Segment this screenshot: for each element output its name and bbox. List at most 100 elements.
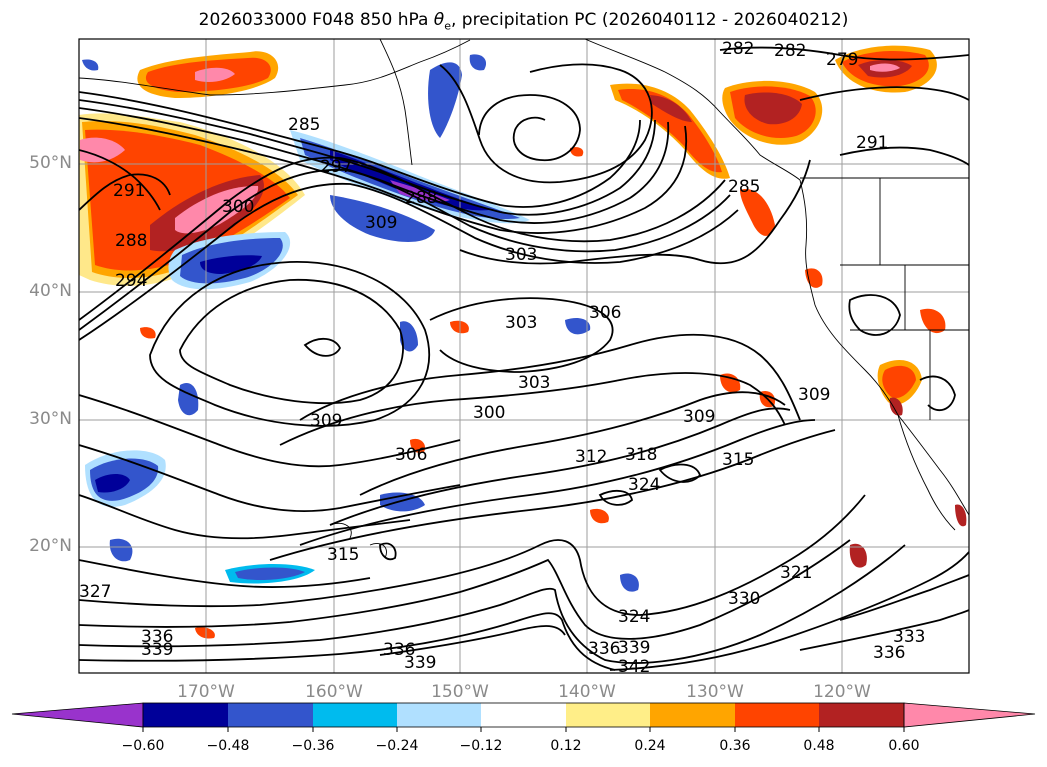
contour-line [279, 372, 786, 446]
contour-line [79, 544, 906, 664]
lat-label-40n: 40°N [29, 281, 72, 301]
colorbar-segment [228, 703, 313, 727]
contour-label: 321 [780, 563, 812, 583]
contour-line [429, 297, 614, 373]
precip-positive-area [955, 504, 967, 527]
contour-line [79, 559, 371, 588]
plot-area: 282 282 279 285 291 291 297 288 300 309 … [79, 39, 969, 677]
border-us-states [840, 178, 969, 420]
precip-positive-area [175, 185, 259, 234]
contour-label: 309 [310, 411, 342, 431]
colorbar-tick-label: 0.24 [634, 738, 666, 754]
precip-negative-area [620, 573, 639, 592]
contour-line [79, 444, 461, 512]
contour-line [79, 168, 731, 331]
precip-positive-area [744, 92, 802, 125]
contour-label: 303 [505, 313, 537, 333]
contour-line [919, 375, 956, 412]
contour-label: 288 [115, 231, 147, 251]
precip-positive-area [140, 327, 156, 339]
contour-label: 315 [722, 450, 754, 470]
contour-label: 303 [505, 245, 537, 265]
precip-positive-area [570, 147, 584, 157]
contour-line [299, 419, 816, 546]
lon-label-140w: 140°W [558, 682, 616, 702]
contour-label: 333 [893, 627, 925, 647]
contour-line [79, 117, 688, 234]
precip-positive-area [740, 189, 775, 236]
colorbar-tick-label: −0.24 [375, 738, 419, 754]
contour-label: 306 [589, 303, 621, 323]
coastline-bc [799, 179, 969, 516]
contour-line [299, 333, 801, 421]
colorbar-segment [650, 703, 735, 727]
precip-negative-area [469, 54, 487, 71]
colorbar-segment [481, 703, 566, 727]
contour-label: 285 [288, 115, 320, 135]
colorbar-tick-label: 0.48 [803, 738, 835, 754]
precip-negative-area [428, 62, 462, 139]
colorbar-tick-label: 0.12 [550, 738, 582, 754]
colorbar-tick-label: −0.12 [459, 738, 503, 754]
contour-label: 309 [798, 385, 830, 405]
contour-label: 279 [826, 50, 858, 70]
lat-label-30n: 30°N [29, 409, 72, 429]
contour-label: 309 [365, 213, 397, 233]
contour-line [598, 489, 633, 506]
precip-positive-area [920, 308, 946, 334]
colorbar-tick-label: −0.60 [121, 738, 165, 754]
lat-label-50n: 50°N [29, 153, 72, 173]
contour-label: 306 [395, 445, 427, 465]
contour-label: 282 [774, 41, 806, 61]
contour-line [79, 149, 161, 211]
precip-negative-area [200, 255, 262, 274]
contour-label: 300 [222, 197, 254, 217]
precip-negative-area [300, 138, 520, 220]
contour-label: 318 [625, 445, 657, 465]
contour-label: 285 [728, 177, 760, 197]
precip-positive-area [80, 137, 125, 163]
colorbar-tick-label: −0.36 [291, 738, 335, 754]
colorbar-segment [143, 703, 228, 727]
colorbar-extend-low [11, 702, 144, 728]
contour-line [799, 609, 969, 651]
lon-label-130w: 130°W [686, 682, 744, 702]
contour-label: 288 [405, 188, 437, 208]
contour-line [79, 612, 616, 671]
contour-line [149, 261, 430, 427]
contour-line [79, 539, 851, 640]
contour-line [609, 551, 969, 671]
map-title: 2026033000 F048 850 hPa θe, precipitatio… [198, 10, 849, 33]
contour-line [79, 99, 656, 216]
colorbar-segment [313, 703, 397, 727]
lon-label-170w: 170°W [177, 682, 235, 702]
coastline-alaska [79, 39, 471, 96]
contour-label: 342 [618, 657, 650, 677]
precip-positive-area [882, 365, 916, 399]
colorbar-segment [819, 703, 904, 727]
coastline-gulf-alaska [584, 39, 801, 181]
contour-line [303, 338, 342, 357]
contour-line [359, 391, 786, 496]
contour-label: 300 [473, 403, 505, 423]
colorbar-frame [142, 702, 905, 728]
contour-label: 291 [113, 181, 145, 201]
contour-label: 282 [722, 39, 754, 59]
coastline-baja [897, 414, 956, 531]
contour-label: 336 [873, 643, 905, 663]
contour-label: 291 [856, 133, 888, 153]
precip-negative-area [235, 567, 305, 580]
contour-line [79, 156, 726, 321]
precip-negative-area [82, 59, 99, 71]
lon-label-120w: 120°W [813, 682, 871, 702]
contour-label: 327 [79, 582, 111, 602]
contour-label: 309 [683, 407, 715, 427]
contour-line [799, 86, 969, 101]
coastlines [79, 39, 969, 559]
precip-positive-area [849, 543, 867, 568]
precip-positive-area [450, 320, 469, 334]
contour-label: 294 [115, 271, 147, 291]
precip-positive-area [195, 67, 235, 82]
precip-positive-area [720, 373, 741, 393]
